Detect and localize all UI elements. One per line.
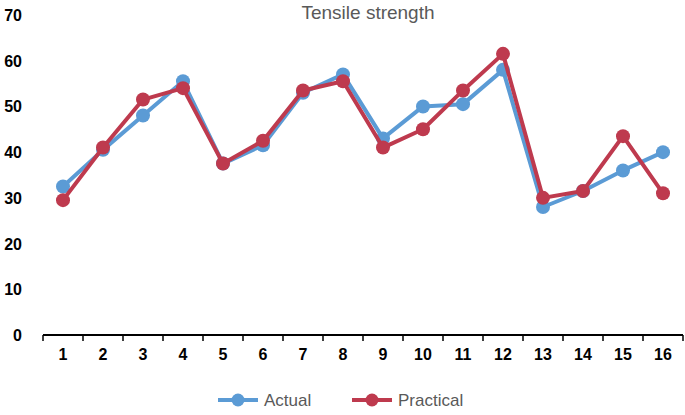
x-tick-label: 11 <box>455 346 472 363</box>
x-tick-label: 2 <box>99 346 108 363</box>
y-tick-label: 40 <box>4 144 22 161</box>
x-tick-mark <box>42 335 44 341</box>
data-point <box>416 99 430 113</box>
y-tick-label: 50 <box>4 98 22 115</box>
data-point <box>376 141 390 155</box>
data-point <box>256 134 270 148</box>
y-tick-label: 70 <box>4 7 22 24</box>
legend-label: Practical <box>398 391 463 410</box>
data-point <box>656 186 670 200</box>
data-point <box>216 157 230 171</box>
x-tick-label: 1 <box>59 346 68 363</box>
data-point <box>216 157 230 171</box>
data-point <box>656 145 670 159</box>
x-tick-label: 5 <box>219 346 228 363</box>
data-point <box>456 83 470 97</box>
x-tick-label: 10 <box>414 346 432 363</box>
y-tick-label: 20 <box>4 236 22 253</box>
data-point <box>616 129 630 143</box>
data-point <box>176 81 190 95</box>
data-point <box>136 109 150 123</box>
y-tick-label: 60 <box>4 53 22 70</box>
data-point <box>336 74 350 88</box>
x-tick-mark <box>482 335 484 341</box>
data-point <box>616 163 630 177</box>
data-point <box>96 141 110 155</box>
x-tick-label: 6 <box>259 346 268 363</box>
x-tick-mark <box>122 335 124 341</box>
x-tick-label: 12 <box>494 346 512 363</box>
x-tick-label: 4 <box>179 346 188 363</box>
x-tick-label: 8 <box>339 346 348 363</box>
legend-marker <box>366 394 379 407</box>
y-tick-label: 0 <box>13 327 22 344</box>
x-tick-mark <box>562 335 564 341</box>
x-tick-mark <box>362 335 364 341</box>
data-point <box>136 93 150 107</box>
x-tick-mark <box>682 335 684 341</box>
x-tick-mark <box>442 335 444 341</box>
plot-area <box>56 47 670 214</box>
x-tick-mark <box>602 335 604 341</box>
x-tick-label: 3 <box>139 346 148 363</box>
x-tick-label: 16 <box>654 346 672 363</box>
x-tick-label: 15 <box>614 346 632 363</box>
x-tick-mark <box>642 335 644 341</box>
data-point <box>296 83 310 97</box>
data-point <box>416 122 430 136</box>
legend-label: Actual <box>264 391 311 410</box>
x-tick-mark <box>162 335 164 341</box>
data-point <box>576 184 590 198</box>
data-point <box>536 191 550 205</box>
x-tick-mark <box>282 335 284 341</box>
x-tick-label: 14 <box>574 346 592 363</box>
data-point <box>496 47 510 61</box>
x-tick-mark <box>202 335 204 341</box>
chart: Tensile strength010203040506070123456789… <box>0 0 685 415</box>
data-point <box>56 193 70 207</box>
data-point <box>576 184 590 198</box>
x-tick-mark <box>82 335 84 341</box>
x-tick-mark <box>522 335 524 341</box>
x-tick-mark <box>402 335 404 341</box>
x-tick-label: 13 <box>534 346 552 363</box>
y-tick-label: 10 <box>4 281 22 298</box>
title: Tensile strength <box>301 2 434 23</box>
data-point <box>456 97 470 111</box>
series-line <box>63 70 663 207</box>
x-tick-label: 7 <box>299 346 308 363</box>
series-line <box>63 54 663 200</box>
y-tick-label: 30 <box>4 190 22 207</box>
legend-marker <box>232 394 245 407</box>
x-tick-mark <box>242 335 244 341</box>
x-tick-mark <box>322 335 324 341</box>
x-tick-label: 9 <box>379 346 388 363</box>
